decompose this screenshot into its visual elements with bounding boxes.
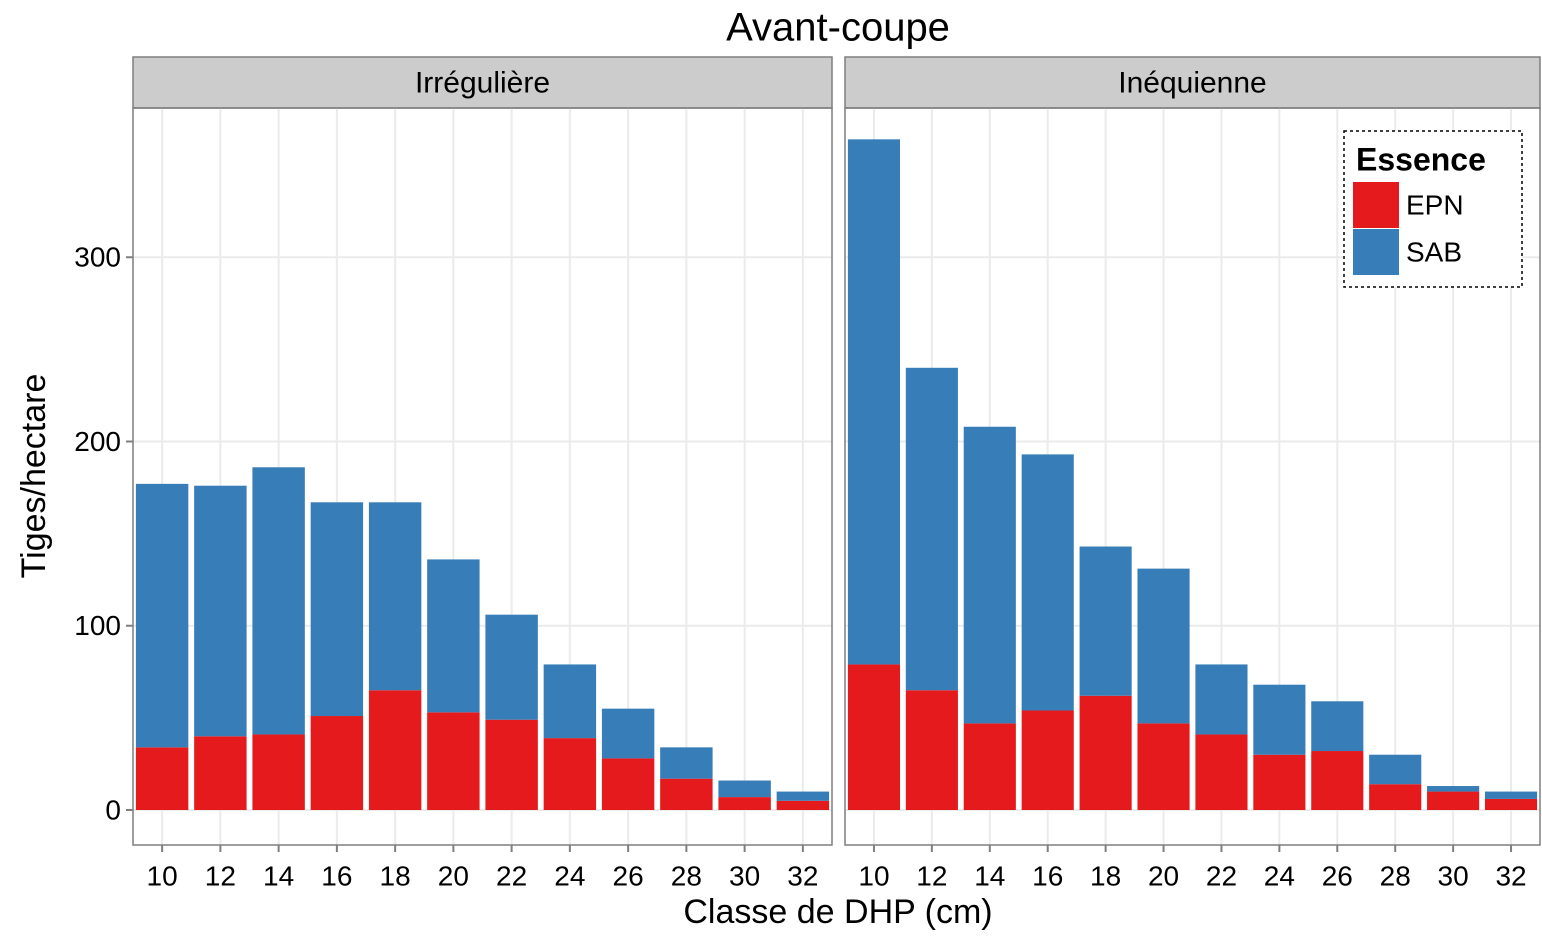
bar-segment bbox=[1427, 791, 1480, 810]
legend-key bbox=[1353, 229, 1399, 275]
x-tick-label: 26 bbox=[613, 860, 644, 891]
legend-label: SAB bbox=[1406, 236, 1462, 267]
x-tick-label: 16 bbox=[321, 860, 352, 891]
bar-segment bbox=[1079, 546, 1132, 696]
x-tick-label: 24 bbox=[1264, 860, 1295, 891]
bar-segment bbox=[1079, 695, 1132, 810]
bar-segment bbox=[1369, 784, 1422, 810]
bar-segment bbox=[485, 614, 538, 720]
legend-title: Essence bbox=[1356, 141, 1486, 177]
bar-segment bbox=[427, 712, 480, 810]
facet-strip bbox=[844, 56, 1541, 109]
x-tick-label: 18 bbox=[380, 860, 411, 891]
x-tick-label: 32 bbox=[787, 860, 818, 891]
bar-segment bbox=[427, 559, 480, 713]
bar-segment bbox=[776, 800, 830, 810]
bar-segment bbox=[1195, 664, 1248, 735]
x-tick-label: 28 bbox=[1380, 860, 1411, 891]
bar-segment bbox=[1137, 723, 1190, 810]
bar-segment bbox=[310, 716, 364, 810]
bar-segment bbox=[1195, 734, 1248, 810]
x-tick-label: 30 bbox=[1438, 860, 1469, 891]
panel-border bbox=[844, 107, 1541, 846]
bar-segment bbox=[485, 719, 538, 810]
x-tick-label: 20 bbox=[438, 860, 469, 891]
bar-segment bbox=[660, 778, 713, 810]
bar-segment bbox=[135, 747, 189, 810]
y-tick-label: 100 bbox=[74, 610, 121, 641]
bar-segment bbox=[310, 502, 364, 717]
x-axis-title: Classe de DHP (cm) bbox=[683, 893, 992, 931]
bar-segment bbox=[194, 485, 247, 737]
bar-segment bbox=[252, 467, 305, 735]
x-tick-label: 22 bbox=[496, 860, 527, 891]
bar-segment bbox=[847, 664, 901, 810]
bar-segment bbox=[847, 139, 901, 665]
x-tick-label: 24 bbox=[554, 860, 585, 891]
panel-border bbox=[132, 107, 833, 846]
facet-strip bbox=[132, 56, 833, 109]
bar-segment bbox=[1484, 798, 1538, 810]
y-tick-label: 300 bbox=[74, 242, 121, 273]
bar-segment bbox=[905, 690, 958, 810]
x-tick-label: 20 bbox=[1148, 860, 1179, 891]
bar-segment bbox=[368, 690, 422, 810]
bar-segment bbox=[1253, 754, 1306, 810]
bar-segment bbox=[776, 791, 830, 801]
bar-segment bbox=[1311, 751, 1364, 810]
bar-segment bbox=[543, 738, 597, 810]
bar-segment bbox=[963, 723, 1016, 810]
bar-segment bbox=[718, 797, 771, 810]
bar-segment bbox=[1484, 791, 1538, 799]
bar-segment bbox=[660, 747, 713, 779]
x-tick-label: 12 bbox=[916, 860, 947, 891]
bar-segment bbox=[1021, 454, 1074, 711]
bar-segment bbox=[905, 367, 958, 691]
bar-segment bbox=[601, 758, 655, 810]
y-tick-label: 0 bbox=[105, 794, 121, 825]
bar-segment bbox=[252, 734, 305, 810]
bar-segment bbox=[601, 708, 655, 759]
bar-segment bbox=[718, 780, 771, 798]
x-tick-label: 10 bbox=[147, 860, 178, 891]
bar-segment bbox=[963, 426, 1016, 724]
bar-segment bbox=[1021, 710, 1074, 810]
bar-segment bbox=[1253, 684, 1306, 755]
x-tick-label: 10 bbox=[858, 860, 889, 891]
bar-segment bbox=[135, 483, 189, 748]
facet-label: Irrégulière bbox=[415, 66, 550, 99]
x-tick-label: 26 bbox=[1322, 860, 1353, 891]
x-tick-label: 28 bbox=[671, 860, 702, 891]
panel-background bbox=[133, 108, 832, 845]
bar-segment bbox=[1311, 701, 1364, 752]
bar-segment bbox=[194, 736, 247, 810]
x-tick-label: 30 bbox=[729, 860, 760, 891]
x-tick-label: 22 bbox=[1206, 860, 1237, 891]
x-tick-label: 14 bbox=[974, 860, 1005, 891]
x-tick-label: 32 bbox=[1495, 860, 1526, 891]
bar-segment bbox=[1427, 786, 1480, 792]
x-tick-label: 14 bbox=[263, 860, 294, 891]
bar-segment bbox=[368, 502, 422, 691]
facet-label: Inéquienne bbox=[1118, 66, 1266, 99]
chart-title: Avant-coupe bbox=[726, 6, 950, 50]
x-tick-label: 18 bbox=[1090, 860, 1121, 891]
y-tick-label: 200 bbox=[74, 426, 121, 457]
bar-segment bbox=[1369, 754, 1422, 785]
legend-key bbox=[1353, 182, 1399, 228]
y-axis-title: Tiges/hectare bbox=[15, 374, 53, 579]
x-tick-label: 12 bbox=[205, 860, 236, 891]
legend-label: EPN bbox=[1406, 189, 1464, 220]
bar-segment bbox=[543, 664, 597, 739]
bar-segment bbox=[1137, 568, 1190, 724]
x-tick-label: 16 bbox=[1032, 860, 1063, 891]
